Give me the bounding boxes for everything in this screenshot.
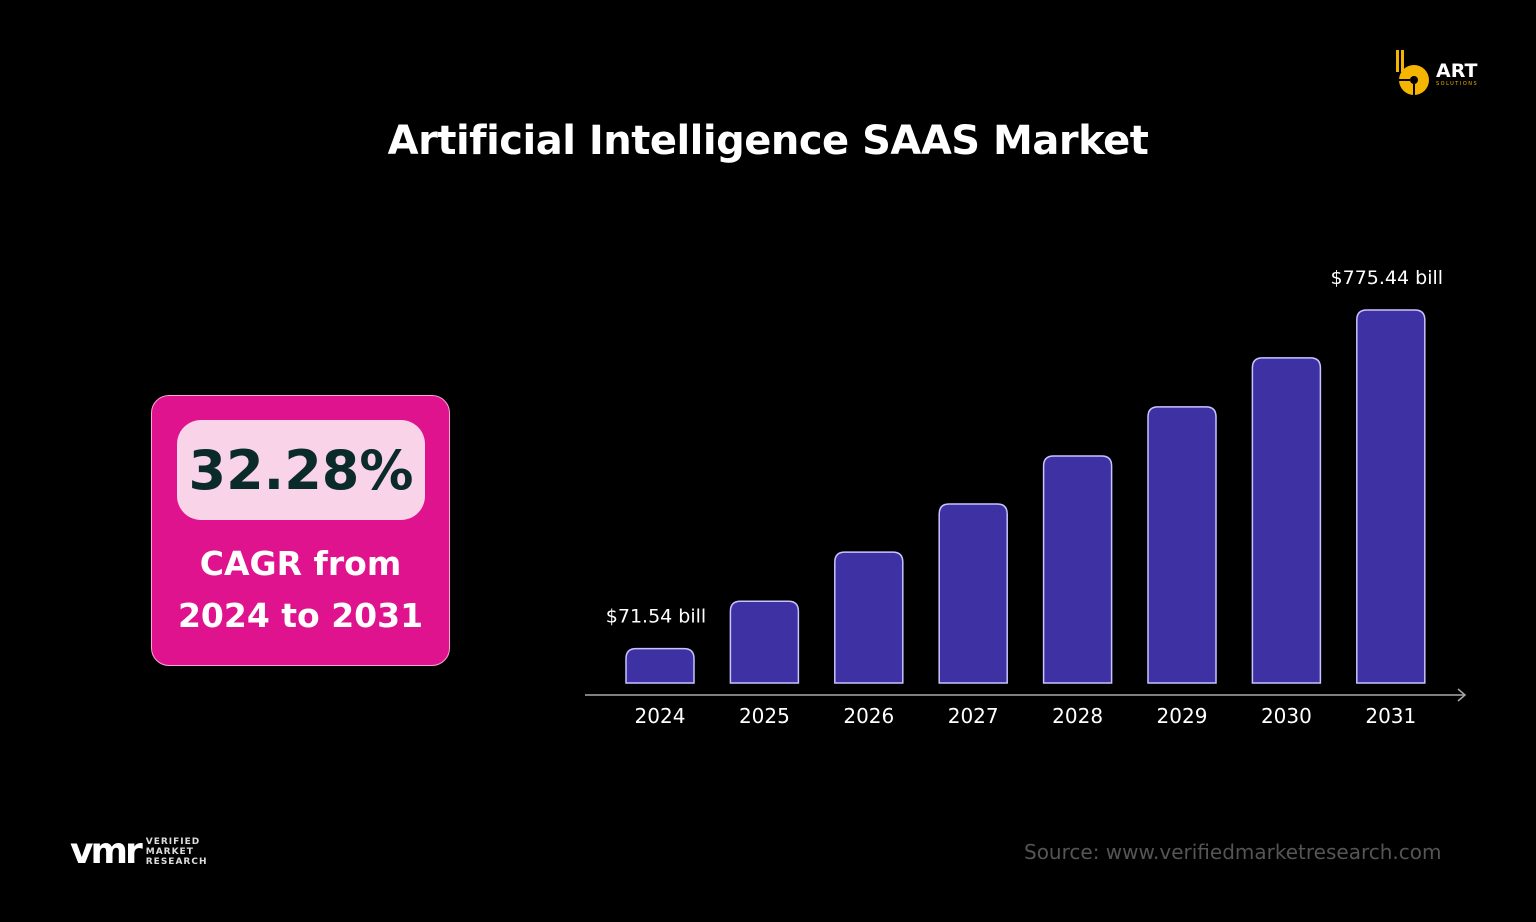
data-label: $775.44 bill xyxy=(1331,267,1444,289)
cagr-value: 32.28% xyxy=(177,420,425,520)
x-tick-label: 2026 xyxy=(843,704,894,728)
page-title: Artificial Intelligence SAAS Market xyxy=(387,118,1149,164)
x-tick-label: 2028 xyxy=(1052,704,1103,728)
cagr-card: 32.28% CAGR from 2024 to 2031 xyxy=(151,395,450,666)
bar-2027 xyxy=(938,503,1008,684)
art-logo-icon xyxy=(1396,50,1429,96)
art-solutions-logo: ART SOLUTIONS xyxy=(1396,50,1478,98)
art-logo-text: ART xyxy=(1436,60,1478,82)
source-text: Source: www.verifiedmarketresearch.com xyxy=(1024,840,1442,864)
cagr-label-line2: 2024 to 2031 xyxy=(177,596,424,635)
bar-2024 xyxy=(625,647,695,684)
x-tick-label: 2027 xyxy=(948,704,999,728)
vmr-word: RESEARCH xyxy=(145,857,208,867)
x-tick-label: 2025 xyxy=(739,704,790,728)
bar-2031 xyxy=(1356,309,1426,684)
bar-2026 xyxy=(834,551,904,684)
vmr-logo: vmr VERIFIED MARKET RESEARCH xyxy=(70,831,208,872)
x-tick-label: 2024 xyxy=(635,704,686,728)
bar-2029 xyxy=(1147,406,1217,684)
bar-2025 xyxy=(729,600,800,684)
x-tick-label: 2031 xyxy=(1365,704,1416,728)
x-axis-arrow-icon xyxy=(1457,688,1467,702)
vmr-logo-mark: vmr xyxy=(70,831,143,872)
bar-2028 xyxy=(1042,455,1113,684)
vmr-word: VERIFIED xyxy=(145,837,201,847)
cagr-label-line1: CAGR from xyxy=(199,544,402,583)
bar-2030 xyxy=(1251,357,1322,684)
data-label: $71.54 bill xyxy=(606,606,706,628)
vmr-word: MARKET xyxy=(145,847,194,857)
art-logo-subtext: SOLUTIONS xyxy=(1436,81,1479,87)
x-tick-label: 2029 xyxy=(1157,704,1208,728)
x-tick-label: 2030 xyxy=(1261,704,1312,728)
